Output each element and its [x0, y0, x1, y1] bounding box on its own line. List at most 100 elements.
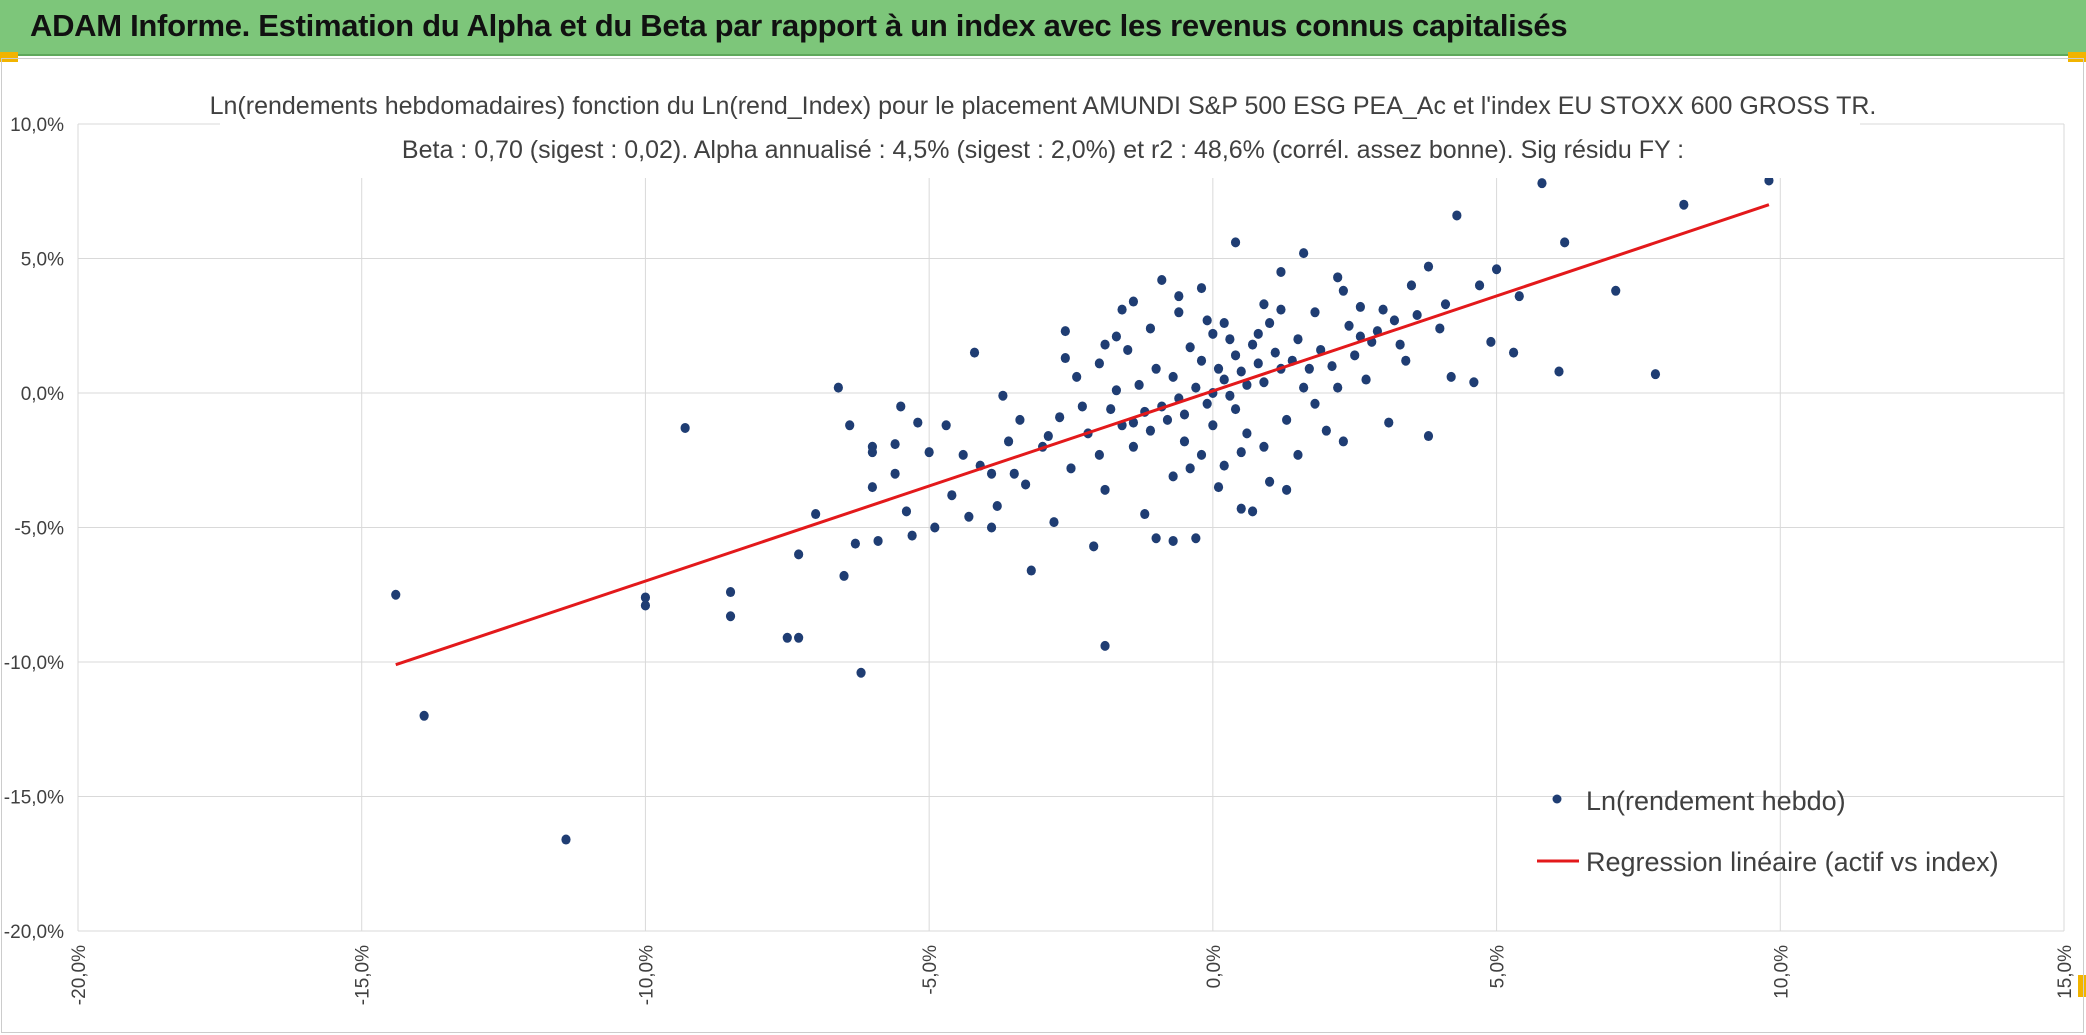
data-point: [1185, 342, 1195, 353]
data-point: [561, 834, 571, 845]
data-point: [1179, 436, 1190, 447]
chart-subtitle: Beta : 0,70 (sigest : 0,02). Alpha annua…: [402, 136, 1684, 164]
data-point: [1077, 401, 1087, 412]
data-point: [1208, 328, 1218, 339]
data-point: [1270, 347, 1280, 358]
data-point: [1406, 280, 1417, 291]
data-point: [1276, 266, 1286, 277]
data-point: [1230, 404, 1241, 415]
data-point: [1151, 533, 1161, 544]
data-point: [1242, 379, 1252, 390]
data-point: [1151, 363, 1161, 374]
data-point: [1168, 535, 1178, 546]
data-point: [1162, 414, 1173, 425]
data-point: [1117, 304, 1127, 315]
corner-marker-left: [0, 52, 18, 62]
data-point: [782, 632, 792, 643]
data-point: [1157, 275, 1167, 286]
data-point: [1191, 533, 1201, 544]
data-point: [1412, 309, 1422, 320]
data-point: [1111, 331, 1121, 342]
data-point: [1395, 339, 1405, 350]
data-point: [867, 441, 878, 452]
data-point: [907, 530, 917, 541]
x-tick-label: -15,0%: [353, 945, 374, 1005]
data-point: [998, 390, 1008, 401]
data-point: [845, 420, 855, 431]
data-point: [1327, 361, 1337, 372]
data-point: [1679, 199, 1689, 210]
data-point: [969, 347, 980, 358]
data-point: [1060, 326, 1070, 337]
y-tick-label: 10,0%: [10, 115, 64, 136]
data-point: [924, 447, 934, 458]
data-point: [1145, 425, 1156, 436]
data-point: [1282, 414, 1292, 425]
y-tick-label: -10,0%: [4, 653, 64, 674]
data-point: [1230, 237, 1241, 248]
data-point: [1338, 436, 1348, 447]
data-point: [1236, 447, 1246, 458]
data-point: [1242, 428, 1252, 439]
y-tick-label: 5,0%: [21, 250, 64, 271]
regression-line: [395, 203, 1770, 667]
legend: Ln(rendement hebdo) Regression linéaire …: [1537, 786, 1999, 877]
data-point: [1225, 390, 1235, 401]
data-point: [1253, 358, 1263, 369]
data-point: [1247, 506, 1258, 517]
data-point: [1168, 471, 1178, 482]
legend-label-points: Ln(rendement hebdo): [1586, 786, 1846, 816]
data-point: [986, 468, 997, 479]
data-point: [794, 632, 804, 643]
data-point: [1026, 565, 1036, 576]
data-point: [1145, 323, 1156, 334]
data-point: [1043, 431, 1053, 442]
data-point: [1128, 441, 1139, 452]
data-point: [1423, 431, 1434, 442]
axis-labels: -20,0% -15,0% -10,0% -5,0% 0,0% 5,0% 10,0% 15,0…: [4, 115, 2076, 1005]
data-point: [1293, 334, 1303, 345]
data-point: [1094, 358, 1104, 369]
data-point: [1361, 374, 1371, 385]
data-point: [850, 538, 860, 549]
data-point: [1111, 385, 1121, 396]
y-tick-label: 0,0%: [21, 384, 64, 405]
chart-panel: [1, 58, 2084, 1033]
data-points: [391, 175, 1774, 845]
x-tick-label: -10,0%: [636, 945, 657, 1005]
data-point: [1338, 285, 1348, 296]
data-point: [1174, 307, 1184, 318]
x-tick-label: -20,0%: [69, 945, 90, 1005]
data-point: [794, 549, 804, 560]
data-point: [941, 420, 951, 431]
data-point: [839, 570, 849, 581]
data-point: [833, 382, 843, 393]
data-point: [1100, 339, 1110, 350]
data-point: [1202, 398, 1212, 409]
data-point: [913, 417, 923, 428]
data-point: [1236, 503, 1246, 514]
data-point: [1134, 379, 1144, 390]
data-point: [1015, 414, 1025, 425]
data-point: [1389, 315, 1400, 326]
data-point: [1265, 318, 1275, 329]
x-tick-label: 15,0%: [2055, 945, 2076, 999]
data-point: [1100, 484, 1110, 495]
data-point: [1355, 331, 1365, 342]
data-point: [1021, 479, 1031, 490]
data-point: [1003, 436, 1014, 447]
data-point: [1094, 449, 1104, 460]
data-point: [1435, 323, 1445, 334]
data-point: [725, 587, 736, 598]
data-point: [1560, 237, 1570, 248]
data-point: [1293, 449, 1303, 460]
data-point: [1196, 283, 1207, 294]
data-point: [1219, 318, 1229, 329]
data-point: [640, 592, 651, 603]
data-point: [1474, 280, 1485, 291]
data-point: [1423, 261, 1434, 272]
data-point: [1128, 296, 1139, 307]
data-point: [419, 710, 429, 721]
corner-marker-bottom-right: [2078, 975, 2086, 997]
data-point: [1265, 476, 1275, 487]
